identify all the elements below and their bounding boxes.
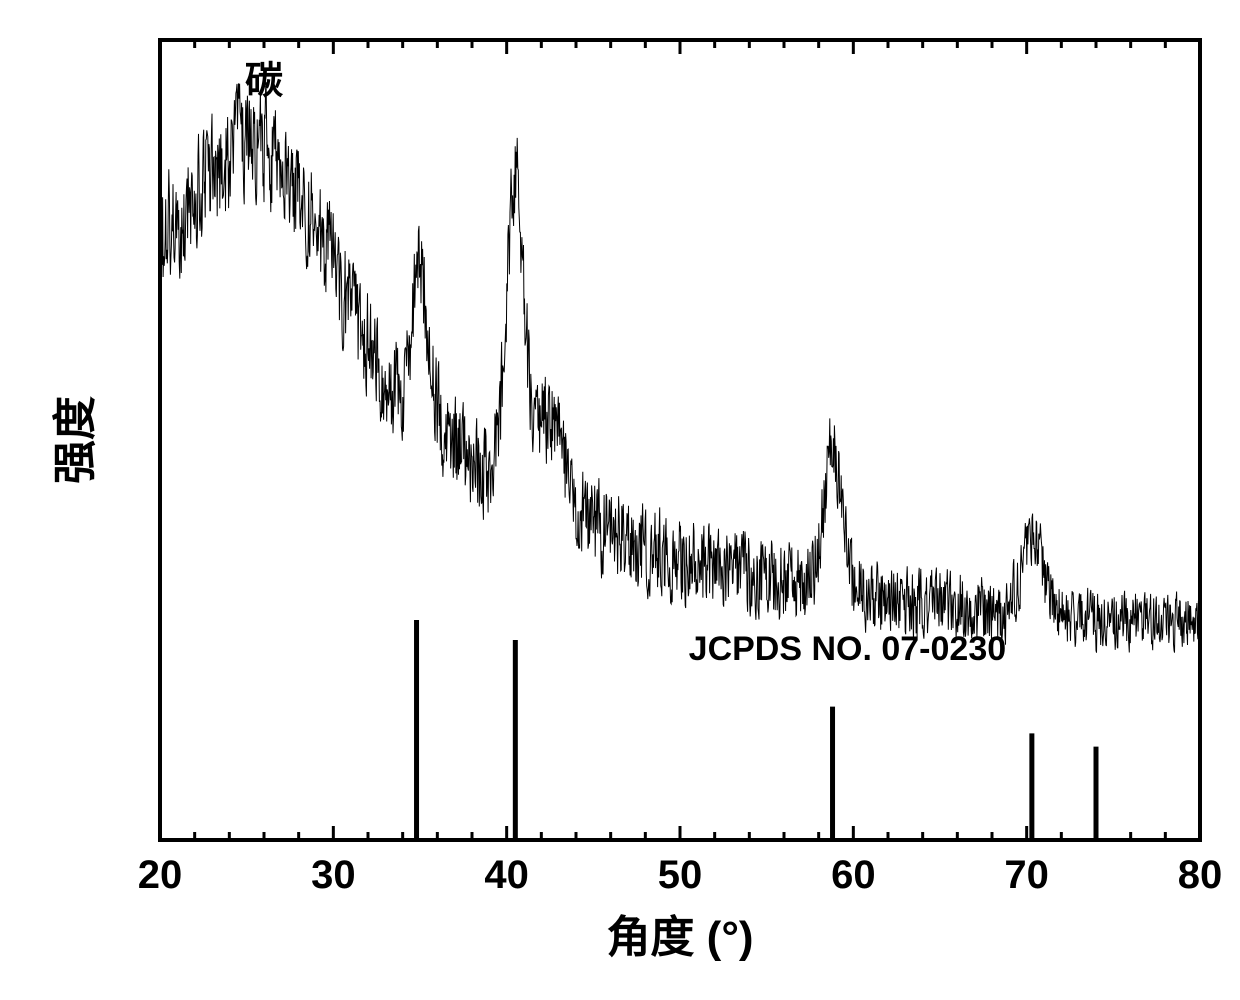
xrd-chart: 20 30 40 50 60 70 80 角度 (°) 强度 JCPDS NO. 07-0230 碳	[0, 0, 1240, 1000]
chart-svg: 20 30 40 50 60 70 80 角度 (°) 强度 JCPDS NO. 07-0230 碳	[0, 0, 1240, 1000]
x-tick-label: 60	[831, 853, 876, 897]
y-axis-label: 强度	[51, 396, 100, 484]
x-tick-label: 80	[1178, 853, 1223, 897]
x-tick-label: 40	[484, 853, 529, 897]
x-tick-label: 20	[138, 853, 183, 897]
x-axis-label: 角度 (°)	[606, 913, 753, 962]
chart-background	[0, 0, 1240, 1000]
x-tick-label: 30	[311, 853, 356, 897]
x-tick-label: 50	[658, 853, 703, 897]
reference-label: JCPDS NO. 07-0230	[689, 630, 1007, 668]
x-tick-label: 70	[1004, 853, 1049, 897]
peak-annotation-carbon: 碳	[245, 60, 284, 102]
